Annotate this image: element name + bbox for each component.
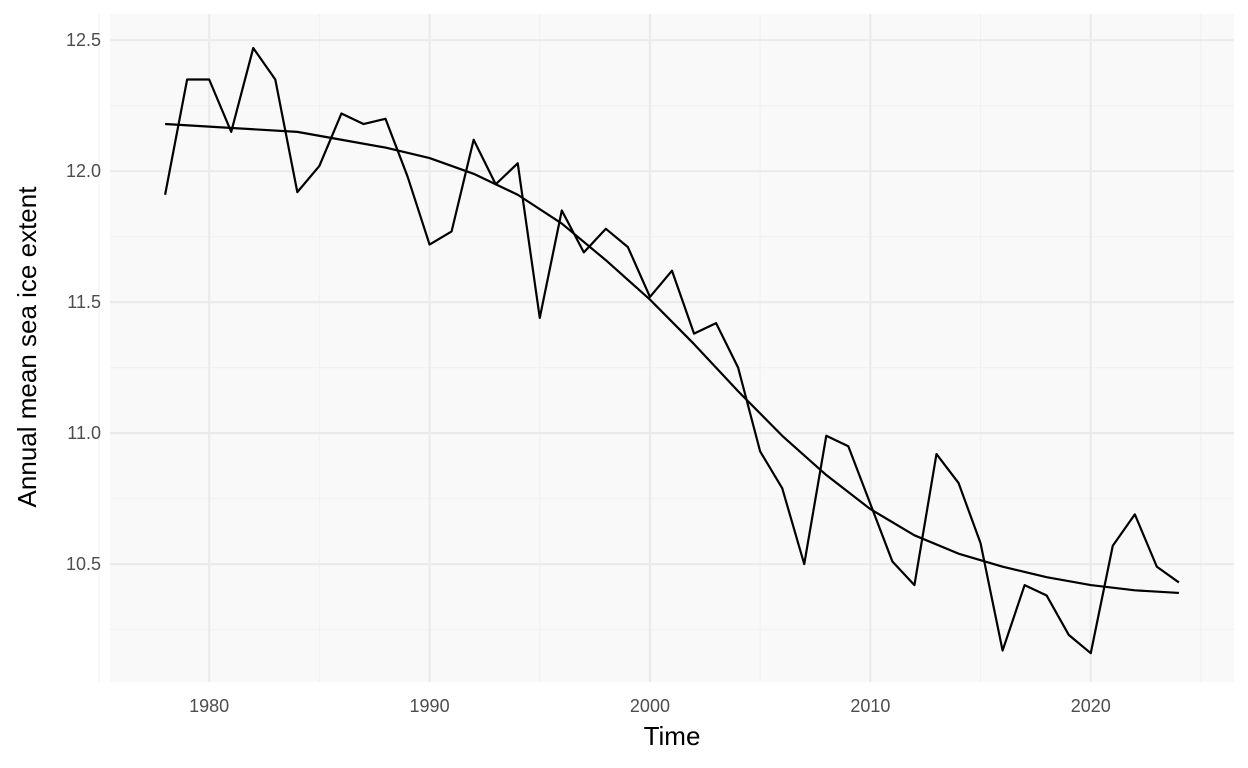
x-tick-label: 2010 [850,696,890,716]
x-tick-label: 2000 [630,696,670,716]
y-tick-label: 11.5 [67,292,101,312]
x-axis-title: Time [644,721,701,751]
y-tick-label: 11.0 [67,423,101,443]
annual-series-line [164,46,1180,655]
x-axis-tick-labels: 1980 1990 2000 2010 2020 [189,696,1111,716]
trend-line [165,122,1179,595]
y-tick-label: 10.5 [66,554,101,574]
x-tick-label: 1990 [410,696,450,716]
panel-background [110,14,1234,682]
series-lines [164,46,1180,655]
y-tick-label: 12.5 [66,30,101,50]
y-axis-tick-labels: 10.5 11.0 11.5 12.0 12.5 [66,30,101,574]
y-axis-title: Annual mean sea ice extent [12,186,42,508]
major-gridlines [110,14,1234,682]
minor-gridlines [98,14,1234,682]
x-tick-label: 2020 [1071,696,1111,716]
x-tick-label: 1980 [189,696,229,716]
y-tick-label: 12.0 [66,161,101,181]
